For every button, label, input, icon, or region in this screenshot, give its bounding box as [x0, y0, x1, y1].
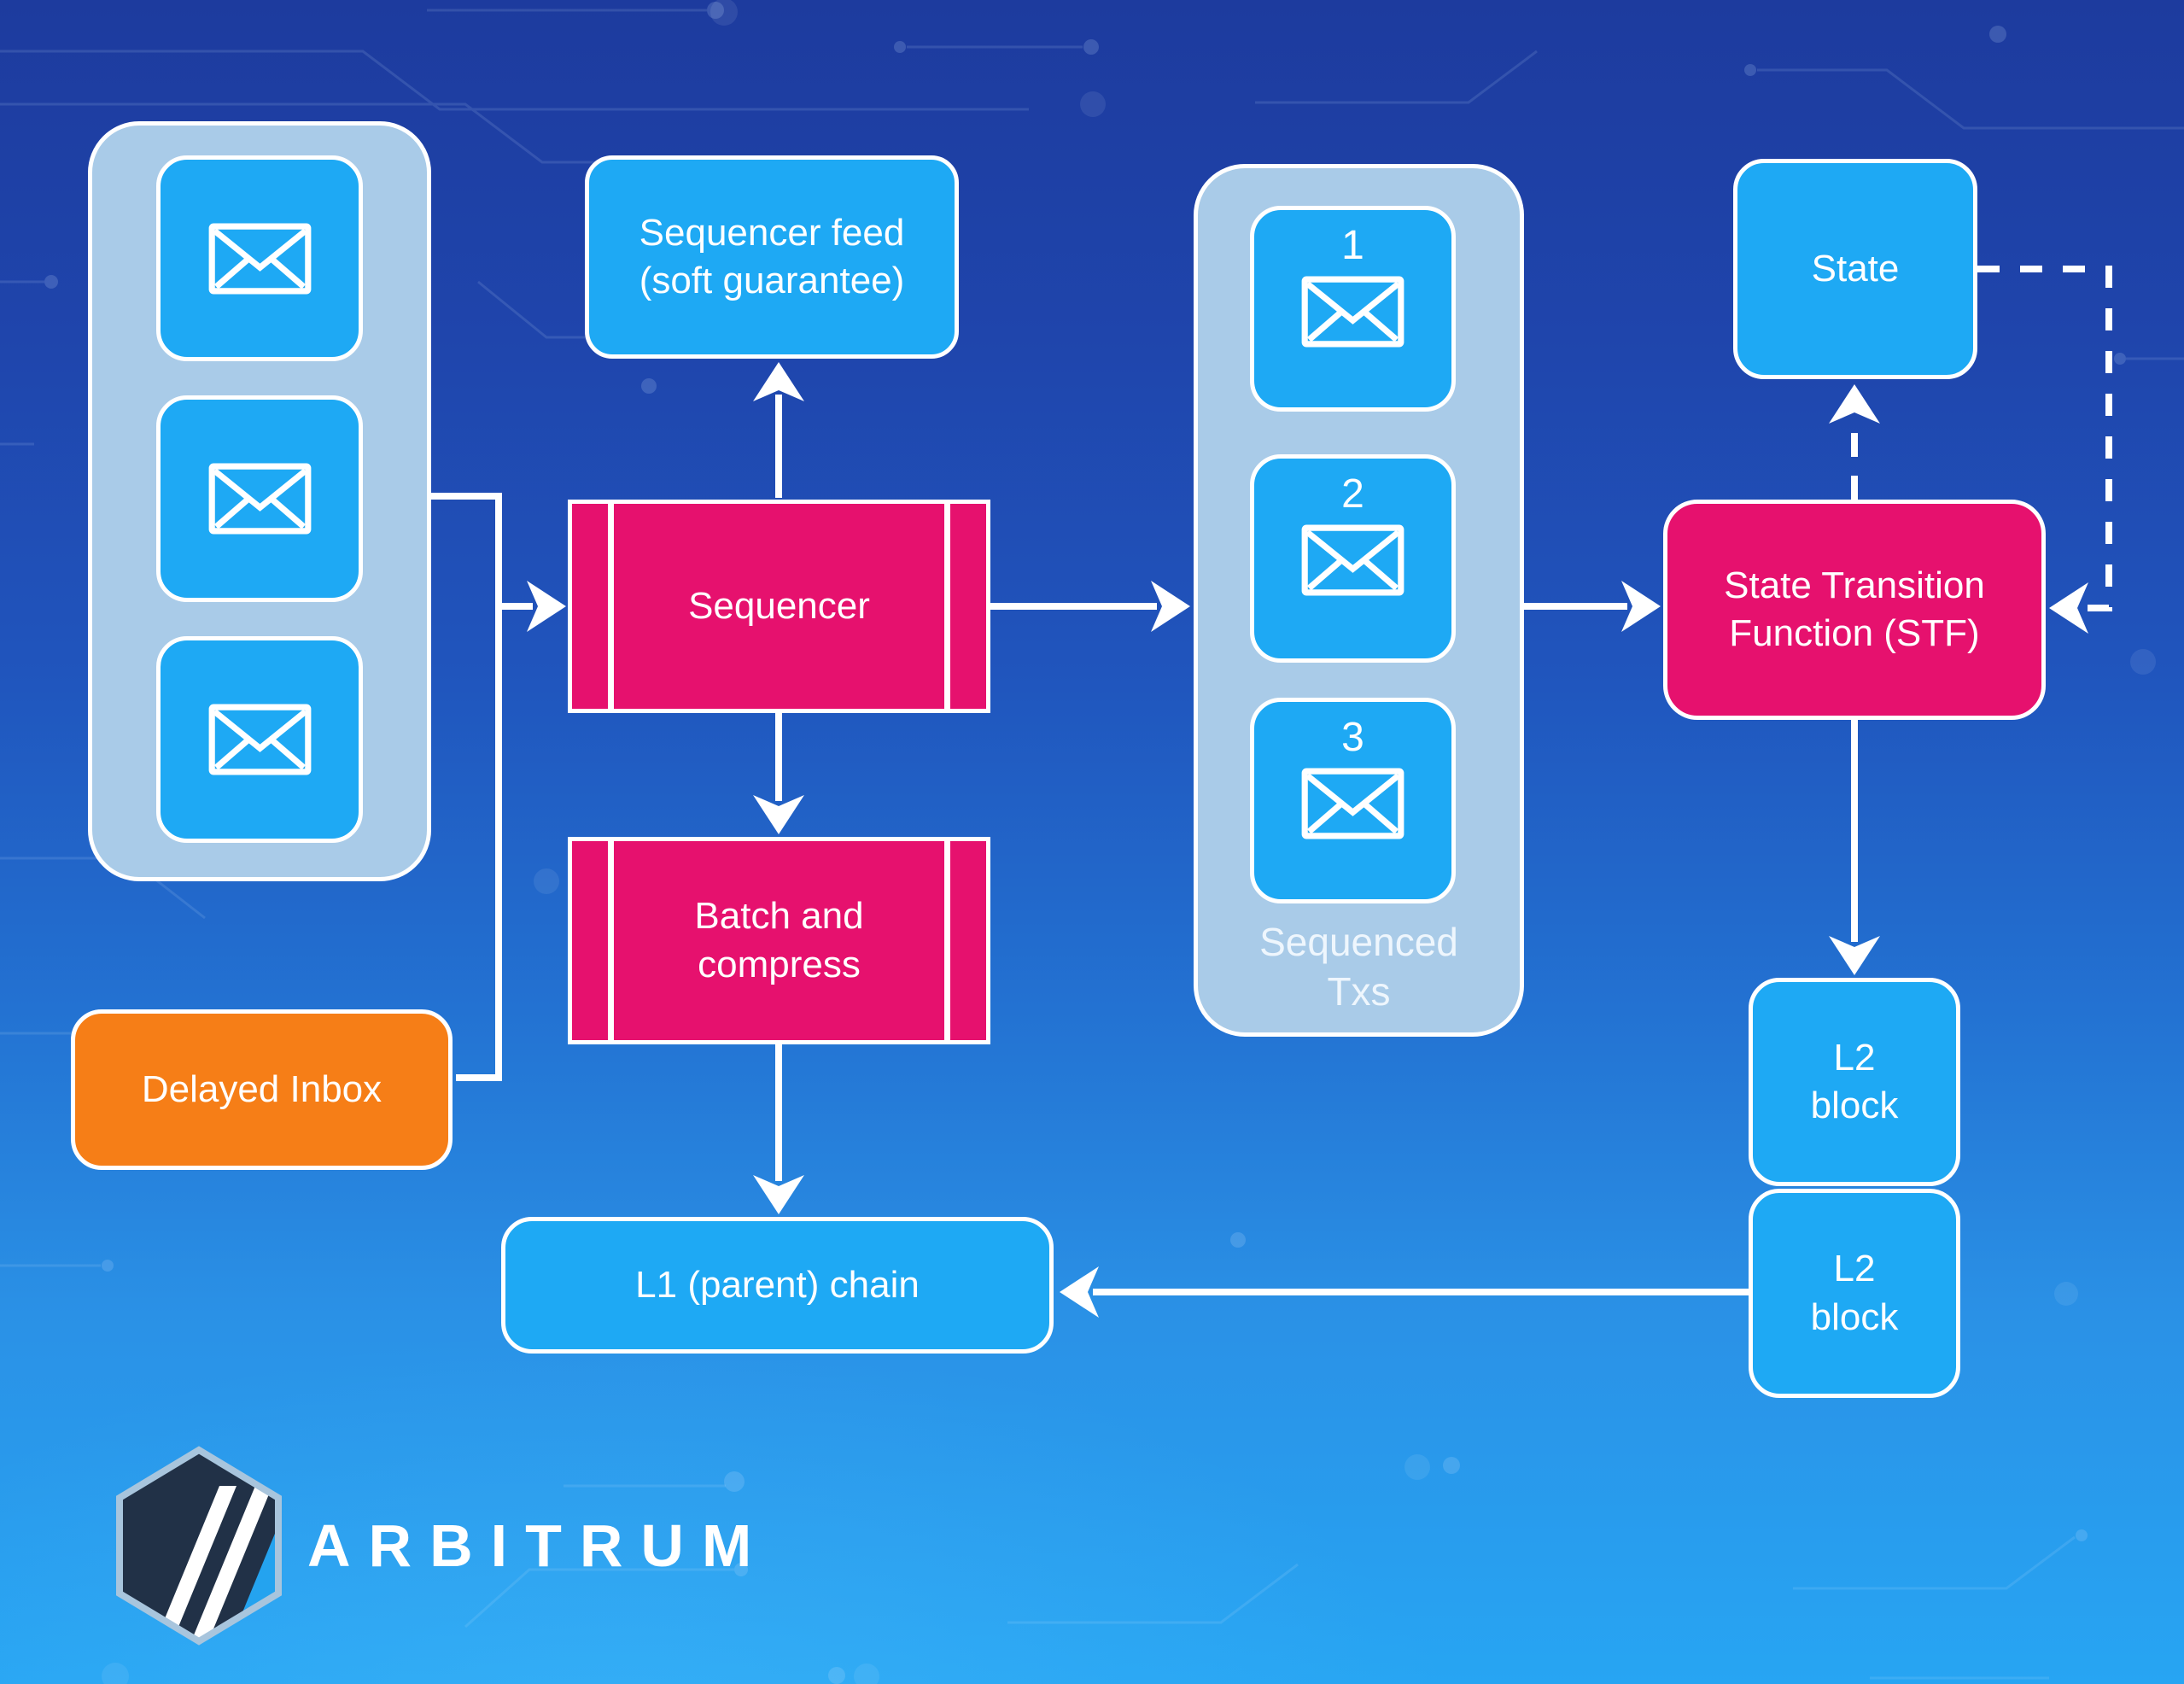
- arbitrum-logo: [116, 1446, 282, 1646]
- node-l1-chain-label: L1 (parent) chain: [635, 1263, 920, 1306]
- node-state-label: State: [1811, 247, 1900, 289]
- sequenced-txs-label: Sequenced Txs: [1259, 920, 1458, 1014]
- sequenced-txs-group: 1 2 3: [1194, 164, 1524, 1037]
- process-rail: [608, 504, 614, 709]
- inbox-message-box: [156, 155, 363, 361]
- sequenced-tx-number: 2: [1341, 471, 1364, 517]
- node-l2-block-1: L2 block: [1749, 978, 1960, 1186]
- process-rail: [608, 841, 614, 1040]
- node-sequencer-label: Sequencer: [688, 584, 870, 627]
- inbox-messages-group: [88, 121, 431, 881]
- envelope-icon: [208, 463, 311, 535]
- node-l2-block-2: L2 block: [1749, 1189, 1960, 1398]
- edge-inbox-trunk: [431, 493, 502, 1081]
- node-delayed-inbox: Delayed Inbox: [71, 1009, 453, 1170]
- envelope-icon: [208, 223, 311, 294]
- node-l2-block-2-label: L2 block: [1810, 1248, 1899, 1338]
- sequenced-tx-box: 2: [1250, 454, 1456, 663]
- process-rail: [944, 841, 950, 1040]
- envelope-icon: [1301, 276, 1404, 348]
- node-l2-block-1-label: L2 block: [1810, 1036, 1899, 1126]
- process-rail: [944, 504, 950, 709]
- inbox-message-box: [156, 395, 363, 602]
- envelope-icon: [208, 704, 311, 775]
- node-stf: State Transition Function (STF): [1663, 500, 2046, 720]
- node-sequencer-feed: Sequencer feed (soft guarantee): [585, 155, 959, 359]
- node-stf-label: State Transition Function (STF): [1724, 564, 1985, 654]
- node-batch-compress-label: Batch and compress: [694, 895, 864, 985]
- envelope-icon: [1301, 524, 1404, 596]
- node-sequencer: Sequencer: [568, 500, 990, 713]
- sequenced-tx-number: 3: [1341, 715, 1364, 760]
- node-l1-chain: L1 (parent) chain: [501, 1217, 1054, 1354]
- node-state: State: [1733, 159, 1977, 379]
- node-delayed-inbox-label: Delayed Inbox: [141, 1067, 382, 1110]
- inbox-message-box: [156, 636, 363, 843]
- sequenced-tx-box: 3: [1250, 698, 1456, 903]
- node-sequencer-feed-label: Sequencer feed (soft guarantee): [639, 211, 905, 301]
- sequenced-tx-box: 1: [1250, 206, 1456, 412]
- node-batch-compress: Batch and compress: [568, 837, 990, 1044]
- arbitrum-wordmark: ARBITRUM: [307, 1512, 770, 1579]
- envelope-icon: [1301, 768, 1404, 839]
- sequenced-tx-number: 1: [1341, 223, 1364, 268]
